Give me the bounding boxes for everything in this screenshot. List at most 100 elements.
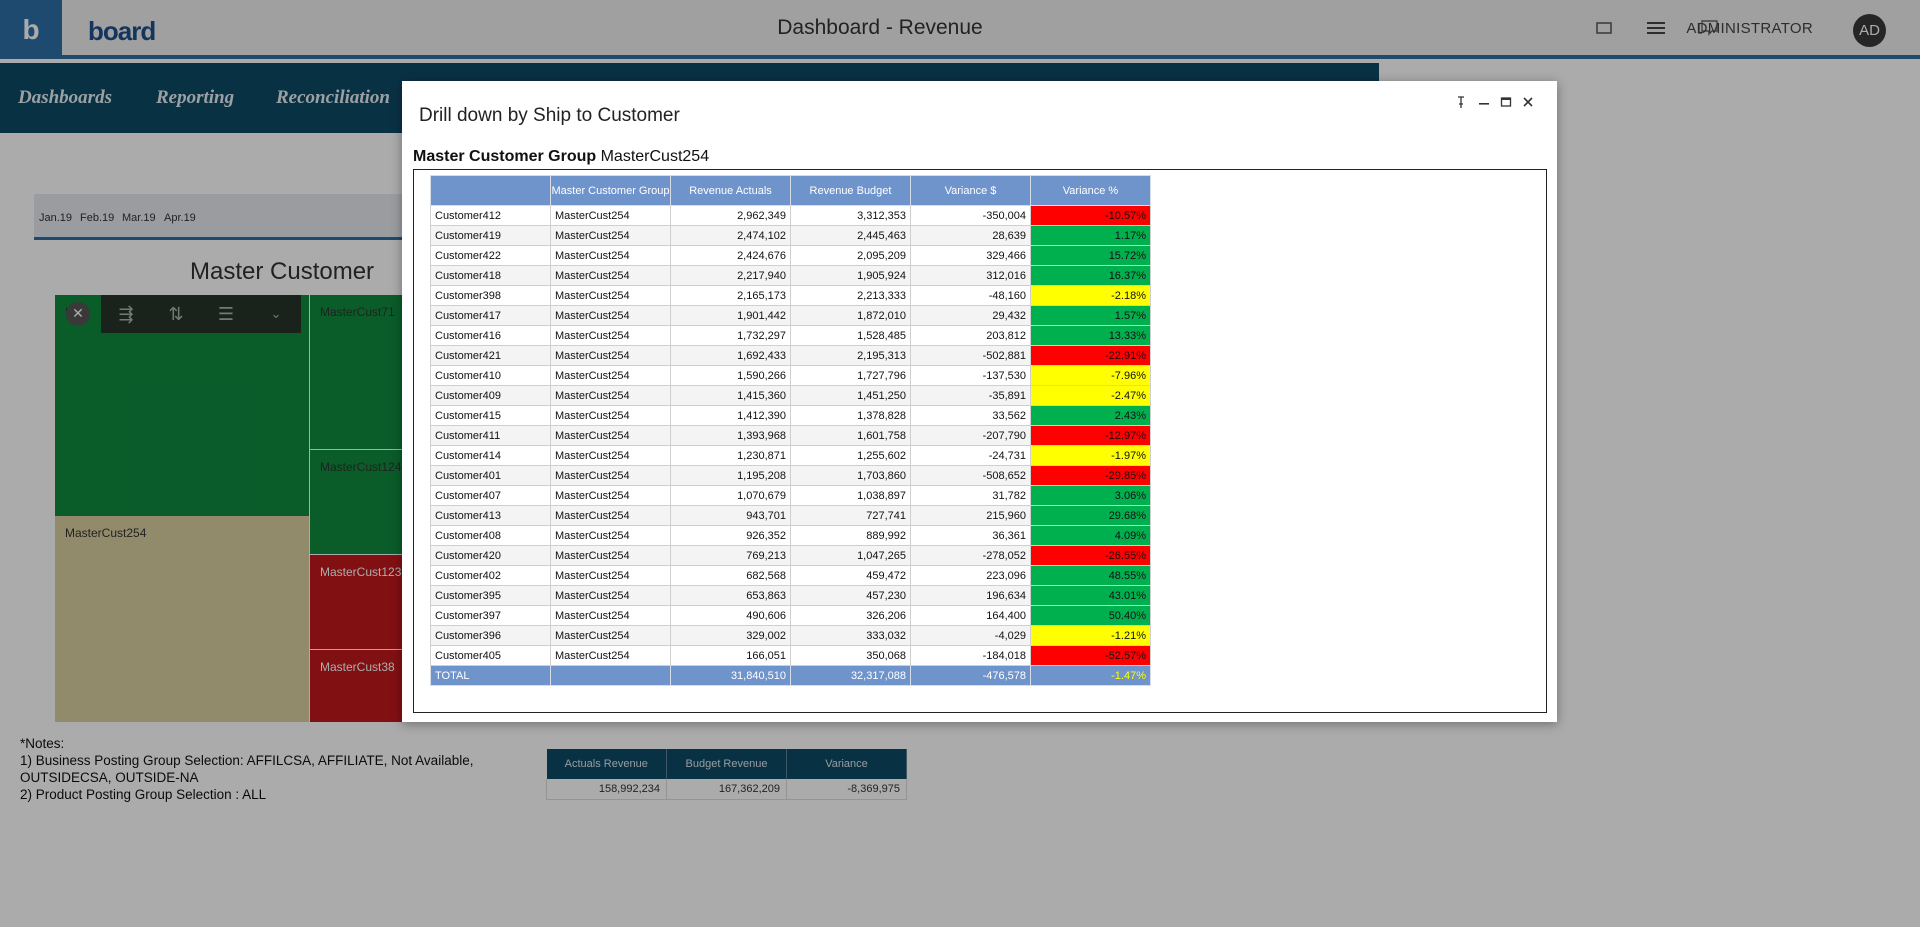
treemap-label: MasterCust123 [320, 565, 402, 579]
table-row[interactable]: Customer401 MasterCust254 1,195,208 1,703,8… [430, 465, 1151, 486]
table-row[interactable]: Customer415 MasterCust254 1,412,390 1,378,8… [430, 405, 1151, 426]
avatar[interactable]: AD [1853, 14, 1886, 47]
value-cell: 926,352 [670, 525, 791, 546]
group-cell: MasterCust254 [550, 385, 671, 406]
nav-dashboards[interactable]: Dashboards [18, 87, 112, 108]
chevron-down-icon[interactable]: ⌄ [270, 306, 282, 322]
table-row[interactable]: Customer409 MasterCust254 1,415,360 1,451,2… [430, 385, 1151, 406]
value-cell: 28,639 [910, 225, 1031, 246]
column-header[interactable]: Variance % [1030, 175, 1151, 206]
table-row[interactable]: Customer395 MasterCust254 653,863 457,230 19… [430, 585, 1151, 606]
close-icon[interactable]: ✕ [66, 302, 90, 326]
table-row[interactable]: Customer420 MasterCust254 769,213 1,047,265… [430, 545, 1151, 566]
variance-pct-cell: 4.09% [1030, 525, 1151, 546]
user-name[interactable]: ADMINISTRATOR [1686, 20, 1813, 37]
column-header[interactable]: Variance $ [910, 175, 1031, 206]
app-logo-icon[interactable]: b [0, 0, 62, 59]
table-row[interactable]: Customer397 MasterCust254 490,606 326,206 16… [430, 605, 1151, 626]
table-row[interactable]: Customer407 MasterCust254 1,070,679 1,038,8… [430, 485, 1151, 506]
customer-cell: Customer395 [430, 585, 551, 606]
window-icon[interactable] [1593, 18, 1615, 38]
customer-cell: Customer416 [430, 325, 551, 346]
customer-cell: Customer410 [430, 365, 551, 386]
value-cell: 329,466 [910, 245, 1031, 266]
notes-block: *Notes: 1) Business Posting Group Select… [20, 735, 473, 803]
timeline-selector[interactable]: Jan.19 Feb.19 Mar.19 Apr.19 [34, 194, 404, 240]
column-header[interactable] [430, 175, 551, 206]
timeline-label[interactable]: Mar.19 [122, 212, 156, 224]
chat-icon[interactable] [1697, 18, 1719, 38]
column-header[interactable]: Master Customer Group [550, 175, 671, 206]
pin-icon[interactable] [1452, 95, 1470, 113]
table-row[interactable]: Customer416 MasterCust254 1,732,297 1,528,4… [430, 325, 1151, 346]
table-row[interactable]: Customer405 MasterCust254 166,051 350,068 -1… [430, 645, 1151, 666]
value-cell: -24,731 [910, 445, 1031, 466]
customer-cell: Customer397 [430, 605, 551, 626]
value-cell: 203,812 [910, 325, 1031, 346]
variance-pct-cell: 50.40% [1030, 605, 1151, 626]
table-row[interactable]: Customer396 MasterCust254 329,002 333,032 -4… [430, 625, 1151, 646]
value-cell: 653,863 [670, 585, 791, 606]
table-row[interactable]: Customer410 MasterCust254 1,590,266 1,727,7… [430, 365, 1151, 386]
timeline-label[interactable]: Jan.19 [39, 212, 73, 224]
table-row[interactable]: Customer419 MasterCust254 2,474,102 2,445,4… [430, 225, 1151, 246]
value-cell: 31,782 [910, 485, 1031, 506]
table-row[interactable]: Customer418 MasterCust254 2,217,940 1,905,9… [430, 265, 1151, 286]
column-header[interactable]: Revenue Budget [790, 175, 911, 206]
table-row[interactable]: Customer417 MasterCust254 1,901,442 1,872,0… [430, 305, 1151, 326]
value-cell: 1,451,250 [790, 385, 911, 406]
customer-cell: Customer417 [430, 305, 551, 326]
customer-cell: Customer419 [430, 225, 551, 246]
value-cell: 459,472 [790, 565, 911, 586]
value-cell: -35,891 [910, 385, 1031, 406]
table-row[interactable]: Customer422 MasterCust254 2,424,676 2,095,2… [430, 245, 1151, 266]
value-cell: 2,424,676 [670, 245, 791, 266]
value-cell: 889,992 [790, 525, 911, 546]
variance-pct-cell: 48.55% [1030, 565, 1151, 586]
table-row[interactable]: Customer408 MasterCust254 926,352 889,992 36… [430, 525, 1151, 546]
notes-line: OUTSIDECSA, OUTSIDE-NA [20, 770, 199, 785]
table-row[interactable]: Customer412 MasterCust254 2,962,349 3,312,3… [430, 205, 1151, 226]
treemap-block-mastercust71[interactable]: MasterCust71 [310, 295, 402, 449]
treemap-block-mastercust254[interactable]: MasterCust254 [55, 516, 309, 722]
nav-reconciliation[interactable]: Reconciliation [276, 87, 390, 108]
variance-pct-cell: -22.91% [1030, 345, 1151, 366]
table-row[interactable]: Customer413 MasterCust254 943,701 727,741 21… [430, 505, 1151, 526]
value-cell: 2,474,102 [670, 225, 791, 246]
filter-icon[interactable]: ☰ [217, 303, 235, 325]
variance-pct-cell: -1.21% [1030, 625, 1151, 646]
drill-icon[interactable]: ⇶ [118, 303, 134, 325]
treemap-block-mastercust123[interactable]: MasterCust123 [310, 555, 402, 649]
summary-table: Actuals Revenue Budget Revenue Variance … [546, 749, 907, 800]
maximize-icon[interactable] [1497, 95, 1515, 113]
group-cell: MasterCust254 [550, 225, 671, 246]
variance-pct-cell: -2.18% [1030, 285, 1151, 306]
summary-header: Actuals Revenue [546, 749, 667, 779]
nav-reporting[interactable]: Reporting [156, 87, 235, 108]
table-row[interactable]: Customer398 MasterCust254 2,165,173 2,213,3… [430, 285, 1151, 306]
treemap-block-mastercust124[interactable]: MasterCust124 [310, 450, 402, 554]
table-row[interactable]: Customer414 MasterCust254 1,230,871 1,255,6… [430, 445, 1151, 466]
table-row[interactable]: Customer402 MasterCust254 682,568 459,472 22… [430, 565, 1151, 586]
value-cell: 1,727,796 [790, 365, 911, 386]
group-cell: MasterCust254 [550, 405, 671, 426]
value-cell: 350,068 [790, 645, 911, 666]
group-cell: MasterCust254 [550, 305, 671, 326]
table-row[interactable]: Customer411 MasterCust254 1,393,968 1,601,7… [430, 425, 1151, 446]
treemap-block-mastercust38[interactable]: MasterCust38 [310, 650, 402, 722]
table-row[interactable]: Customer421 MasterCust254 1,692,433 2,195,3… [430, 345, 1151, 366]
variance-pct-cell: -12.97% [1030, 425, 1151, 446]
value-cell: -48,160 [910, 285, 1031, 306]
column-header[interactable]: Revenue Actuals [670, 175, 791, 206]
timeline-label[interactable]: Feb.19 [80, 212, 115, 224]
board-logo: board [88, 16, 156, 46]
customer-cell: Customer412 [430, 205, 551, 226]
value-cell: -350,004 [910, 205, 1031, 226]
summary-cell: -8,369,975 [786, 779, 907, 800]
menu-icon[interactable] [1645, 18, 1667, 38]
minimize-icon[interactable] [1475, 95, 1493, 113]
close-icon[interactable] [1519, 95, 1537, 113]
timeline-label[interactable]: Apr.19 [164, 212, 196, 224]
sort-icon[interactable]: ⇅ [168, 303, 184, 325]
group-cell: MasterCust254 [550, 565, 671, 586]
